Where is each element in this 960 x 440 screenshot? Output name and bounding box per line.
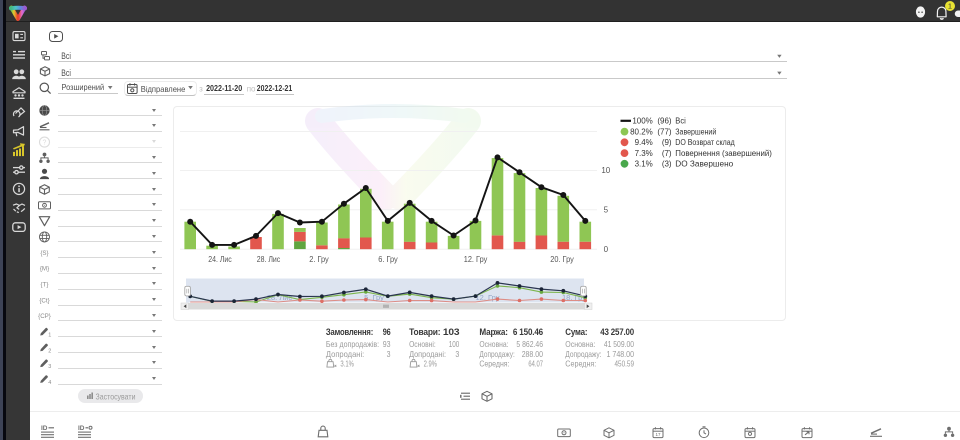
svg-text:Допродажу:: Допродажу:	[565, 349, 601, 359]
svg-text:{CP}: {CP}	[38, 313, 51, 320]
svg-text:Товари:: Товари:	[409, 327, 440, 337]
svg-text:Допродані:: Допродані:	[326, 349, 364, 359]
svg-text:12. Гру: 12. Гру	[476, 293, 500, 302]
svg-text:1 748.00: 1 748.00	[607, 349, 635, 359]
svg-text:1: 1	[948, 2, 952, 11]
svg-text:{T}: {T}	[41, 282, 49, 289]
svg-text:(96): (96)	[657, 117, 672, 126]
svg-text:2022-12-21: 2022-12-21	[257, 83, 293, 93]
svg-text:DO Завершено: DO Завершено	[675, 160, 733, 169]
svg-text:Маржа:: Маржа:	[479, 327, 507, 337]
svg-text:93: 93	[383, 339, 391, 349]
svg-text:28. Лис: 28. Лис	[267, 293, 293, 302]
svg-text:9.4%: 9.4%	[635, 138, 653, 147]
svg-text:80.2%: 80.2%	[630, 128, 653, 137]
svg-text:по: по	[247, 85, 256, 94]
svg-text:64.07: 64.07	[528, 359, 543, 369]
svg-text:41 509.00: 41 509.00	[604, 339, 634, 349]
svg-text:450.59: 450.59	[615, 359, 635, 369]
svg-text:5. Гру: 5. Гру	[364, 293, 384, 302]
svg-text:Допродажу:: Допродажу:	[479, 349, 514, 359]
svg-text:2022-11-20: 2022-11-20	[206, 83, 242, 93]
svg-text:3.1%: 3.1%	[635, 160, 653, 169]
svg-text:Повернення (завершений): Повернення (завершений)	[675, 149, 772, 158]
svg-text:Основна:: Основна:	[479, 339, 508, 349]
svg-text:Допродані:: Допродані:	[409, 349, 446, 359]
svg-text:Без допродажів:: Без допродажів:	[326, 339, 379, 349]
svg-text:4: 4	[48, 380, 51, 386]
svg-text:103: 103	[443, 327, 459, 337]
svg-text:100%: 100%	[632, 117, 652, 126]
svg-text:3: 3	[387, 349, 391, 359]
svg-text:{Ct}: {Ct}	[39, 297, 49, 304]
svg-text:Відправлене: Відправлене	[141, 84, 186, 94]
svg-text:7.3%: 7.3%	[635, 149, 653, 158]
svg-text:з: з	[199, 85, 203, 94]
svg-text:Розширений: Розширений	[62, 82, 105, 92]
svg-text:2. Гру: 2. Гру	[309, 255, 329, 264]
svg-text:288.00: 288.00	[522, 349, 544, 359]
svg-text:6 150.46: 6 150.46	[513, 327, 543, 337]
svg-text:0: 0	[604, 245, 609, 254]
svg-text:Всі: Всі	[675, 117, 686, 126]
svg-text:17: 17	[655, 432, 661, 437]
svg-text:DO Возврат склад: DO Возврат склад	[675, 138, 735, 147]
svg-text:20. Гру: 20. Гру	[550, 255, 574, 264]
svg-text:2.9%: 2.9%	[424, 359, 438, 369]
svg-text:Середня:: Середня:	[479, 359, 509, 369]
svg-text:Сума:: Сума:	[565, 327, 587, 337]
svg-text:5: 5	[604, 205, 609, 214]
svg-text:1: 1	[48, 333, 51, 339]
svg-text:18. Гру: 18. Гру	[562, 293, 586, 302]
svg-text:Всі: Всі	[61, 68, 71, 78]
svg-text:?: ?	[43, 140, 47, 147]
svg-text:(9): (9)	[662, 138, 672, 147]
svg-text:(3): (3)	[662, 160, 672, 169]
svg-text:{S}: {S}	[40, 250, 48, 257]
svg-text:Завершений: Завершений	[675, 128, 716, 137]
svg-text:ID: ID	[78, 425, 85, 432]
svg-text:10: 10	[601, 166, 610, 175]
svg-text:Основні:: Основні:	[409, 339, 436, 349]
svg-text:3: 3	[48, 364, 51, 370]
svg-text:43 257.00: 43 257.00	[600, 327, 634, 337]
svg-text:Середня:: Середня:	[565, 359, 596, 369]
svg-text:28. Лис: 28. Лис	[257, 255, 281, 264]
svg-text:(77): (77)	[657, 128, 672, 137]
svg-text:2: 2	[48, 348, 51, 354]
svg-text:3.1%: 3.1%	[340, 359, 354, 369]
svg-text:Всі: Всі	[61, 51, 71, 61]
svg-text:100: 100	[449, 339, 460, 349]
svg-text:Застосувати: Застосувати	[96, 392, 136, 402]
svg-text:96: 96	[383, 327, 391, 337]
svg-text:ID: ID	[41, 425, 48, 432]
svg-text:Основна:: Основна:	[565, 339, 595, 349]
svg-text:12. Гру: 12. Гру	[464, 255, 488, 264]
svg-text:24. Лис: 24. Лис	[208, 255, 232, 264]
svg-text:{M}: {M}	[40, 266, 49, 273]
svg-text:Замовлення:: Замовлення:	[326, 327, 373, 337]
svg-text:(7): (7)	[662, 149, 672, 158]
svg-text:6. Гру: 6. Гру	[378, 255, 398, 264]
svg-text:3: 3	[455, 349, 459, 359]
svg-text:5 862.46: 5 862.46	[516, 339, 543, 349]
